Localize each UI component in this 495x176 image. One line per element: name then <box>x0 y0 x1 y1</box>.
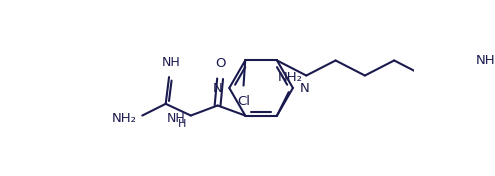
Text: Cl: Cl <box>237 95 250 108</box>
Text: N: N <box>299 81 309 95</box>
Text: H: H <box>177 119 186 129</box>
Text: NH₂: NH₂ <box>476 54 495 67</box>
Text: NH: NH <box>167 112 186 125</box>
Text: NH₂: NH₂ <box>278 71 303 84</box>
Text: N: N <box>213 81 223 95</box>
Text: NH: NH <box>161 56 180 69</box>
Text: NH₂: NH₂ <box>112 112 137 125</box>
Text: O: O <box>215 57 225 70</box>
